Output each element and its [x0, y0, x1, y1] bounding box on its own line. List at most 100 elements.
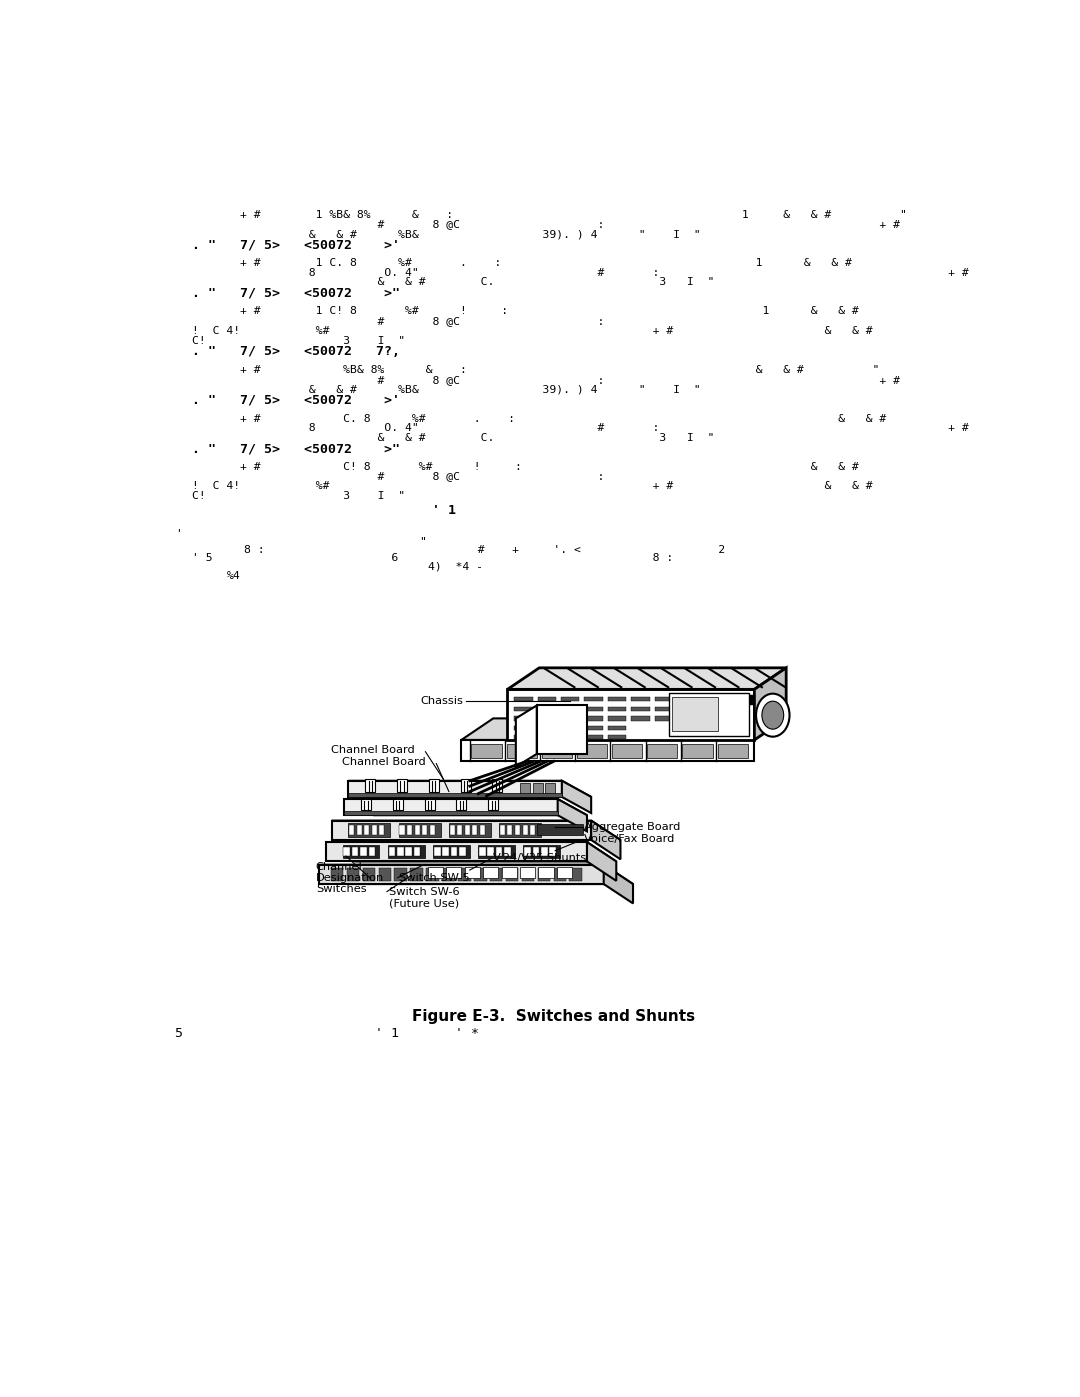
Text: #       8 @C                    :                                        + #: # 8 @C : + # [240, 219, 900, 229]
Bar [515, 824, 521, 834]
Polygon shape [332, 820, 620, 840]
Bar [647, 745, 677, 759]
Bar [584, 726, 603, 731]
Bar [508, 824, 513, 834]
Bar [343, 848, 350, 856]
Text: C!                    3    I  ": C! 3 I " [192, 490, 405, 502]
Polygon shape [557, 799, 588, 831]
Polygon shape [461, 718, 786, 740]
Polygon shape [604, 865, 633, 904]
Text: &   & #      %B&                  39). ) 4      "    I  ": & & # %B& 39). ) 4 " I " [240, 229, 700, 239]
Text: #       8 @C                    :: # 8 @C : [240, 316, 604, 326]
Bar [449, 824, 455, 834]
Text: . "   7/ 5>   <50072    >': . " 7/ 5> <50072 >' [192, 394, 400, 407]
Bar [584, 735, 603, 739]
Bar [554, 868, 566, 882]
Bar [347, 868, 360, 882]
Polygon shape [326, 842, 617, 862]
Bar [368, 848, 375, 856]
Bar [349, 823, 390, 837]
Bar [427, 868, 438, 882]
Text: . "   7/ 5>   <50072    >": . " 7/ 5> <50072 >" [192, 443, 400, 455]
Bar [446, 866, 461, 877]
Bar [394, 868, 407, 882]
Bar [505, 868, 518, 882]
Bar [514, 726, 532, 731]
Bar [532, 782, 542, 793]
Bar [561, 726, 580, 731]
Bar [363, 868, 375, 882]
Text: + #        1 C. 8      %#       .    :                                     1    : + # 1 C. 8 %# . : 1 [240, 258, 851, 268]
Polygon shape [393, 799, 403, 810]
Bar [683, 745, 713, 759]
Text: 8          O. 4"                          #       :                             : 8 O. 4" # : [240, 423, 969, 433]
Text: Voice/Fax Board: Voice/Fax Board [584, 834, 675, 844]
Bar [504, 848, 511, 856]
Bar [352, 848, 359, 856]
Bar [584, 717, 603, 721]
Polygon shape [537, 705, 588, 754]
Bar [538, 717, 556, 721]
Text: C!                    3    I  ": C! 3 I " [192, 335, 405, 345]
Bar [524, 845, 561, 858]
Bar [490, 868, 502, 882]
Bar [538, 735, 556, 739]
Bar [751, 694, 755, 705]
Bar [414, 848, 420, 856]
Text: + #            C! 8       %#      !     :                                       : + # C! 8 %# ! : [240, 462, 859, 472]
Text: + #        1 %B& 8%      &    :                                          1     &: + # 1 %B& 8% & : 1 & [240, 210, 906, 219]
Bar [459, 848, 465, 856]
Bar [523, 824, 527, 834]
Bar [480, 848, 486, 856]
Bar [608, 697, 626, 701]
Bar [557, 866, 572, 877]
Bar [632, 707, 650, 711]
Bar [449, 823, 490, 837]
Text: Aggregate Board: Aggregate Board [584, 821, 680, 833]
Text: 8          O. 4"                          #       :                             : 8 O. 4" # : [240, 268, 969, 278]
Bar [569, 868, 582, 882]
Bar [379, 824, 384, 834]
Bar [678, 697, 697, 701]
Bar [654, 707, 673, 711]
Bar [632, 697, 650, 701]
Bar [399, 823, 441, 837]
Polygon shape [320, 865, 604, 884]
Polygon shape [460, 778, 471, 792]
Text: Figure E-3.  Switches and Shunts: Figure E-3. Switches and Shunts [411, 1010, 696, 1024]
Text: . "   7/ 5>   <50072    >': . " 7/ 5> <50072 >' [192, 239, 400, 251]
Bar [434, 848, 441, 856]
Bar [669, 693, 748, 736]
Polygon shape [349, 781, 591, 796]
Bar [458, 868, 471, 882]
Bar [537, 824, 583, 834]
Text: #       8 @C                    :                                        + #: # 8 @C : + # [240, 374, 900, 384]
Text: %4: %4 [227, 570, 241, 581]
Bar [464, 866, 480, 877]
Polygon shape [365, 778, 375, 792]
Bar [389, 848, 395, 856]
Bar [428, 866, 443, 877]
Bar [474, 868, 486, 882]
Bar [388, 845, 424, 858]
Bar [342, 845, 379, 858]
Bar [450, 848, 457, 856]
Text: Chassis: Chassis [420, 696, 463, 705]
Bar [654, 697, 673, 701]
Bar [407, 824, 413, 834]
Text: ' 1: ' 1 [432, 504, 456, 517]
Bar [702, 717, 720, 721]
Bar [678, 707, 697, 711]
Bar [364, 824, 369, 834]
Polygon shape [349, 781, 562, 796]
Bar [507, 745, 537, 759]
Polygon shape [508, 689, 754, 740]
Text: Channel Board: Channel Board [330, 745, 415, 756]
Bar [415, 824, 419, 834]
Polygon shape [424, 799, 434, 810]
Bar [442, 868, 455, 882]
Text: #       8 @C                    :: # 8 @C : [240, 472, 604, 482]
Text: Channel: Channel [315, 862, 363, 872]
Circle shape [756, 694, 789, 736]
Bar [422, 824, 427, 834]
